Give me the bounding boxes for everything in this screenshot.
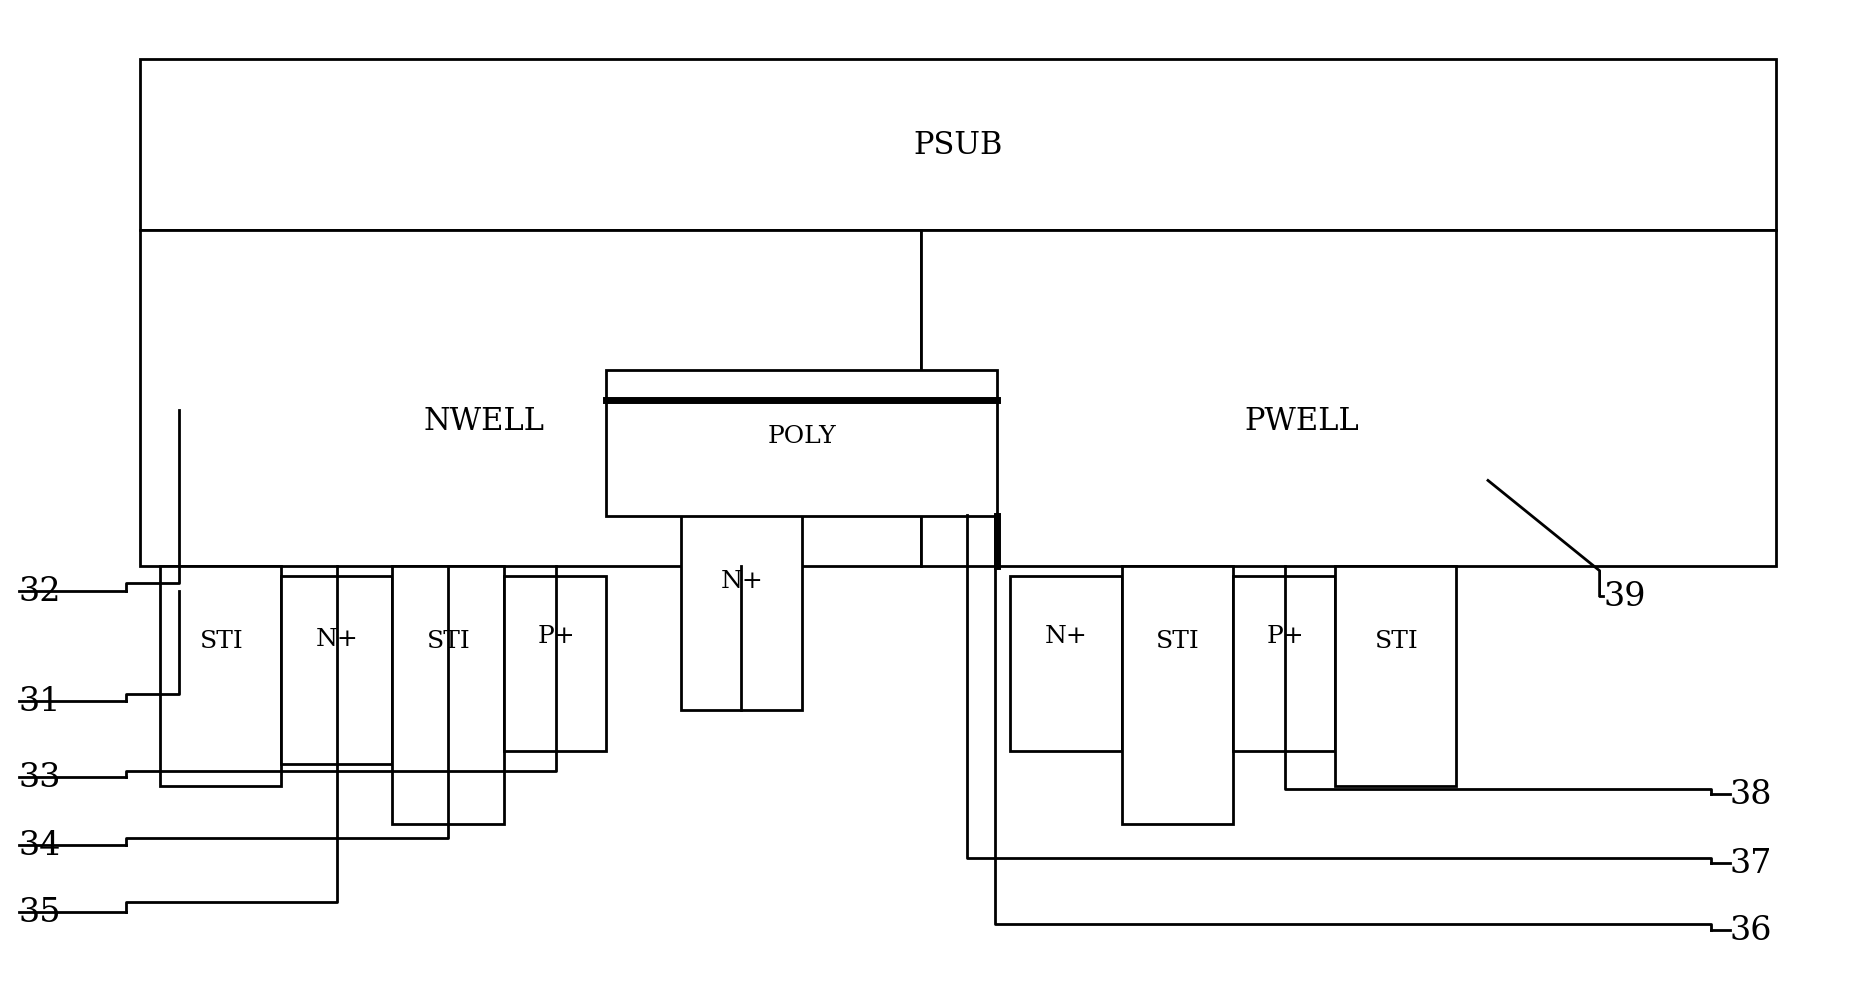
Bar [281,576,392,765]
Text: STI: STI [1155,630,1200,652]
Text: P+: P+ [1267,625,1304,647]
Text: 38: 38 [1730,779,1773,811]
Bar [504,576,606,752]
Bar [1335,566,1456,787]
Bar [1010,576,1122,752]
Bar [1122,566,1233,825]
Text: STI: STI [1375,630,1419,652]
Bar [681,515,802,710]
Text: 39: 39 [1603,580,1646,612]
Bar [1233,576,1335,752]
Text: N+: N+ [722,570,763,592]
Text: 35: 35 [19,896,61,928]
Text: 37: 37 [1730,847,1773,879]
Text: 33: 33 [19,762,61,794]
Text: PSUB: PSUB [913,130,1003,160]
Text: STI: STI [199,630,244,652]
Text: STI: STI [426,630,471,652]
Bar [606,371,997,516]
Bar [140,60,1776,230]
Bar [160,566,281,787]
Bar [921,230,1776,566]
Bar [140,230,921,566]
Text: 31: 31 [19,685,61,717]
Text: NWELL: NWELL [422,406,545,436]
Text: N+: N+ [316,628,357,650]
Text: 36: 36 [1730,914,1773,946]
Text: P+: P+ [538,625,575,647]
Bar [392,566,504,825]
Text: 34: 34 [19,829,61,861]
Text: POLY: POLY [768,425,835,447]
Text: N+: N+ [1045,625,1086,647]
Text: 32: 32 [19,575,61,607]
Text: PWELL: PWELL [1244,406,1360,436]
